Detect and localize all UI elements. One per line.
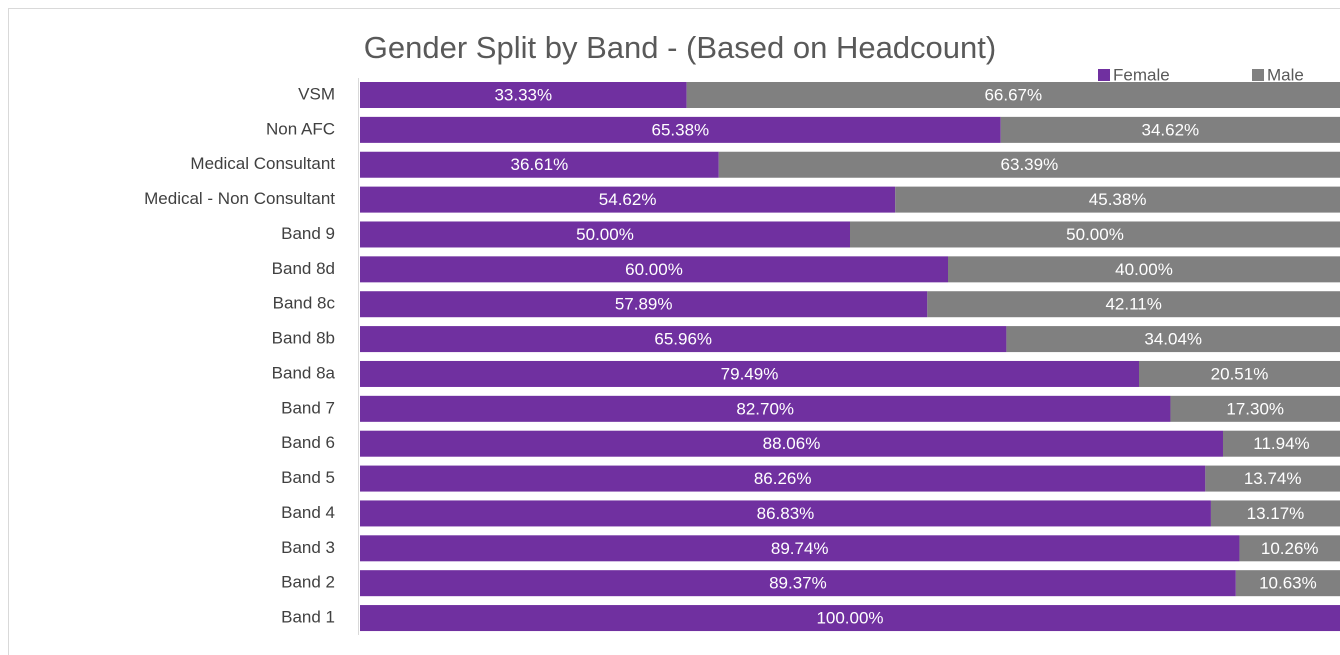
legend-label: Male (1267, 65, 1304, 84)
bar-segment (360, 186, 896, 213)
data-label: 100.00% (816, 609, 883, 628)
bar-segment (1139, 360, 1340, 387)
bar-segment (360, 291, 928, 318)
data-label: 20.51% (1211, 364, 1269, 383)
data-label: 50.00% (576, 225, 634, 244)
y-tick-label: Band 3 (281, 538, 335, 557)
data-label: 88.06% (763, 434, 821, 453)
bar-segment (850, 221, 1340, 248)
y-tick-label: Band 6 (281, 433, 335, 452)
data-label: 40.00% (1115, 260, 1173, 279)
bar-segment (1239, 535, 1340, 562)
bar-segment (360, 151, 719, 178)
chart-title: Gender Split by Band - (Based on Headcou… (364, 30, 996, 65)
y-tick-label: Band 8b (272, 329, 335, 348)
data-label: 57.89% (615, 295, 673, 314)
data-label: 66.67% (984, 85, 1042, 104)
y-tick-label: VSM (298, 84, 335, 103)
data-label: 89.74% (771, 539, 829, 558)
bar-segment (1235, 570, 1340, 597)
y-tick-label: Band 4 (281, 503, 335, 522)
data-label: 86.26% (754, 469, 812, 488)
data-label: 82.70% (736, 399, 794, 418)
bar-segment (360, 360, 1140, 387)
bar-segment (360, 500, 1211, 527)
bar-segment (360, 326, 1007, 353)
bar-segment (360, 395, 1171, 422)
y-tick-label: Band 2 (281, 573, 335, 592)
y-tick-label: Band 8c (273, 294, 336, 313)
bar-segment (360, 465, 1206, 492)
bar-segment (360, 82, 687, 108)
bar-segment (360, 116, 1001, 143)
y-tick-label: Band 9 (281, 224, 335, 243)
data-label: 13.17% (1247, 504, 1305, 523)
bar-segment (1222, 430, 1340, 457)
legend-label: Female (1113, 65, 1170, 84)
bar-segment (895, 186, 1340, 213)
data-label: 54.62% (599, 190, 657, 209)
y-tick-label: Band 7 (281, 398, 335, 417)
data-label: 33.33% (494, 85, 552, 104)
y-tick-label: Non AFC (266, 119, 335, 138)
data-label: 79.49% (721, 364, 779, 383)
bar-segment (718, 151, 1340, 178)
data-label: 36.61% (511, 155, 569, 174)
legend-swatch (1098, 69, 1110, 81)
bar-segment (686, 82, 1340, 108)
data-label: 10.26% (1261, 539, 1319, 558)
data-label: 89.37% (769, 574, 827, 593)
y-tick-label: Band 5 (281, 468, 335, 487)
bar-segment (948, 256, 1340, 283)
data-label: 42.11% (1105, 295, 1161, 314)
legend-swatch (1252, 69, 1264, 81)
bar-segment (360, 256, 948, 283)
data-label: 65.96% (654, 330, 712, 349)
data-label: 34.04% (1144, 330, 1202, 349)
data-label: 86.83% (757, 504, 815, 523)
data-label: 60.00% (625, 260, 683, 279)
bar-segment (927, 291, 1340, 318)
bar-segment (1210, 500, 1340, 527)
data-label: 63.39% (1001, 155, 1059, 174)
bar-segment (1170, 395, 1340, 422)
y-tick-label: Medical - Non Consultant (144, 189, 335, 208)
bar-segment (360, 570, 1236, 597)
y-tick-label: Band 1 (281, 608, 335, 627)
data-label: 65.38% (652, 120, 710, 139)
data-label: 13.74% (1244, 469, 1302, 488)
y-tick-label: Medical Consultant (190, 154, 335, 173)
y-tick-label: Band 8d (272, 259, 335, 278)
bar-segment (1006, 326, 1340, 353)
data-label: 45.38% (1089, 190, 1147, 209)
bar-segment (1000, 116, 1340, 143)
bar-segment (360, 605, 1340, 632)
data-label: 11.94% (1253, 434, 1309, 453)
bar-segment (1205, 465, 1340, 492)
y-tick-label: Band 8a (272, 363, 336, 382)
bar-segment (360, 221, 850, 248)
bar-segment (360, 535, 1240, 562)
data-label: 50.00% (1066, 225, 1124, 244)
bar-segment (360, 430, 1223, 457)
data-label: 17.30% (1226, 399, 1284, 418)
data-label: 34.62% (1142, 120, 1200, 139)
data-label: 10.63% (1259, 574, 1317, 593)
